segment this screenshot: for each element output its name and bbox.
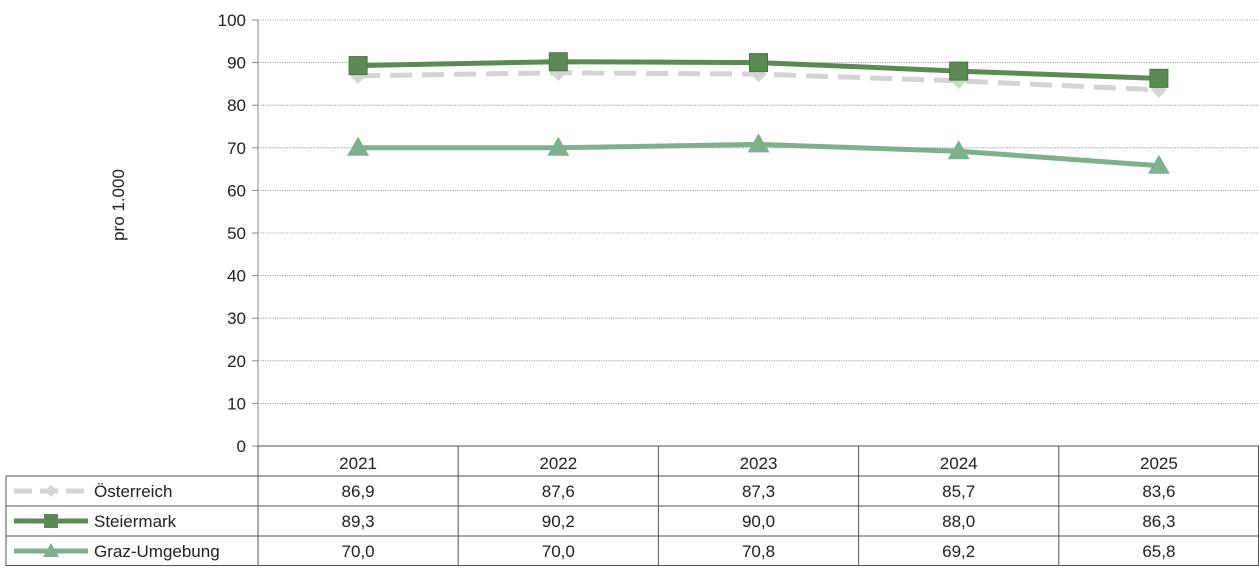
legend-key-marker-0 [45, 485, 57, 497]
point-2-0 [347, 136, 370, 156]
point-2-2 [747, 133, 770, 153]
y-tick-label-60: 60 [227, 181, 246, 200]
data-label-1-0: 89,3 [342, 512, 375, 531]
point-2-1 [547, 136, 570, 156]
legend-label-0: Österreich [94, 482, 172, 501]
series-lines [347, 52, 1170, 174]
point-1-4 [1149, 68, 1169, 88]
data-table: 2021 2022 2023 2024 2025 Österreich 86,9 87,6 87… [5, 446, 1259, 566]
legend-key-marker-1 [44, 514, 58, 528]
y-tick-label-90: 90 [227, 54, 246, 73]
data-label-0-2: 87,3 [742, 482, 775, 501]
x-tick-label-3: 2024 [940, 454, 978, 473]
data-label-0-0: 86,9 [342, 482, 375, 501]
y-tick-label-10: 10 [227, 394, 246, 413]
x-tick-label-2: 2023 [740, 454, 778, 473]
y-tick-label-30: 30 [227, 309, 246, 328]
y-axis-label: pro 1.000 [109, 169, 128, 241]
data-label-2-4: 65,8 [1142, 542, 1175, 561]
data-label-0-3: 85,7 [942, 482, 975, 501]
data-label-2-0: 70,0 [342, 542, 375, 561]
legend-key-marker-2 [43, 543, 59, 557]
point-1-2 [749, 53, 768, 73]
y-tick-label-70: 70 [227, 139, 246, 158]
data-label-0-1: 87,6 [542, 482, 575, 501]
y-tick-label-80: 80 [227, 96, 246, 115]
y-tick-label-20: 20 [227, 352, 246, 371]
y-tick-label-40: 40 [227, 267, 246, 286]
y-tick-label-50: 50 [227, 224, 246, 243]
data-label-1-1: 90,2 [542, 512, 575, 531]
data-label-1-4: 86,3 [1142, 512, 1175, 531]
axes: 0 10 20 30 40 50 60 70 80 90 100 [218, 11, 1259, 456]
point-1-1 [548, 52, 568, 72]
data-label-2-1: 70,0 [542, 542, 575, 561]
data-label-0-4: 83,6 [1142, 482, 1175, 501]
data-label-2-3: 69,2 [942, 542, 975, 561]
legend-label-1: Steiermark [94, 512, 177, 531]
y-tick-label-0: 0 [237, 437, 246, 456]
point-1-3 [949, 61, 969, 81]
x-tick-label-0: 2021 [339, 454, 377, 473]
x-tick-label-4: 2025 [1140, 454, 1178, 473]
point-2-3 [947, 140, 970, 160]
data-label-2-2: 70,8 [742, 542, 775, 561]
legend-label-2: Graz-Umgebung [94, 542, 220, 561]
x-tick-label-1: 2022 [539, 454, 577, 473]
data-label-1-3: 88,0 [942, 512, 975, 531]
point-1-0 [348, 56, 368, 76]
point-2-4 [1147, 154, 1170, 174]
data-label-1-2: 90,0 [742, 512, 775, 531]
y-tick-label-100: 100 [218, 11, 246, 30]
